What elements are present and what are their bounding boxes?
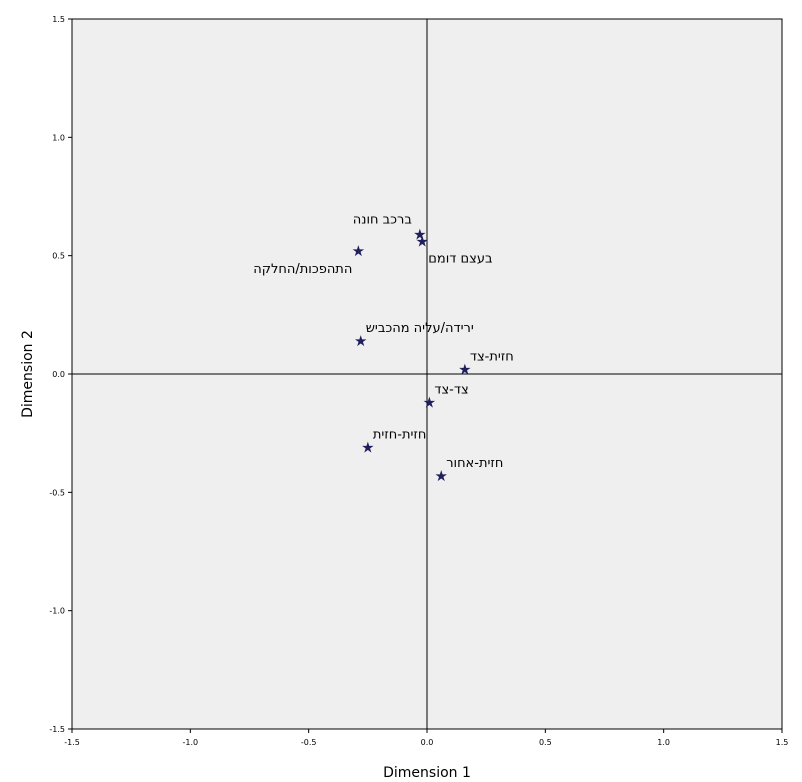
y-tick-label: 1.5: [52, 15, 65, 24]
x-tick-label: 1.5: [776, 738, 789, 747]
point-marker: ★: [352, 242, 365, 260]
point-label: ברכב חונה: [353, 212, 412, 227]
point-label: צד-צד: [434, 382, 468, 397]
x-tick-label: -0.5: [301, 738, 317, 747]
y-tick-label: 1.0: [52, 133, 65, 142]
point-label: חזית-אחור: [446, 456, 503, 471]
y-tick-label: -0.5: [49, 488, 65, 497]
y-axis-ticks: -1.5 -1.0 -0.5 0.0 0.5 1.0 1.5: [49, 15, 72, 734]
data-points: ★ברכב חונה★בעצם דומם★התהפכות/החלקה★ירידה…: [253, 212, 514, 484]
x-tick-label: 0.0: [421, 738, 434, 747]
point-label: חזית-צד: [470, 349, 514, 364]
x-tick-label: -1.5: [64, 738, 80, 747]
x-tick-label: -1.0: [183, 738, 199, 747]
x-tick-label: 1.0: [657, 738, 670, 747]
x-tick-label: 0.5: [539, 738, 552, 747]
point-marker: ★: [458, 360, 471, 378]
y-tick-label: 0.5: [52, 252, 65, 261]
point-marker: ★: [413, 225, 426, 243]
y-tick-label: -1.0: [49, 607, 65, 616]
point-label: התהפכות/החלקה: [253, 262, 352, 277]
point-label: ירידה/עליה מהכביש: [366, 321, 474, 336]
y-axis-title: Dimension 2: [20, 330, 36, 418]
point-marker: ★: [416, 232, 429, 250]
x-axis-ticks: -1.5 -1.0 -0.5 0.0 0.5 1.0 1.5: [64, 729, 788, 747]
point-label: בעצם דומם: [428, 251, 492, 266]
point-marker: ★: [361, 438, 374, 456]
point-marker: ★: [354, 332, 367, 350]
x-axis-title: Dimension 1: [383, 765, 471, 781]
y-tick-label: 0.0: [52, 370, 65, 379]
point-label: חזית-חזית: [373, 427, 427, 442]
point-marker: ★: [423, 393, 436, 411]
y-tick-label: -1.5: [49, 725, 65, 734]
point-marker: ★: [434, 467, 447, 485]
